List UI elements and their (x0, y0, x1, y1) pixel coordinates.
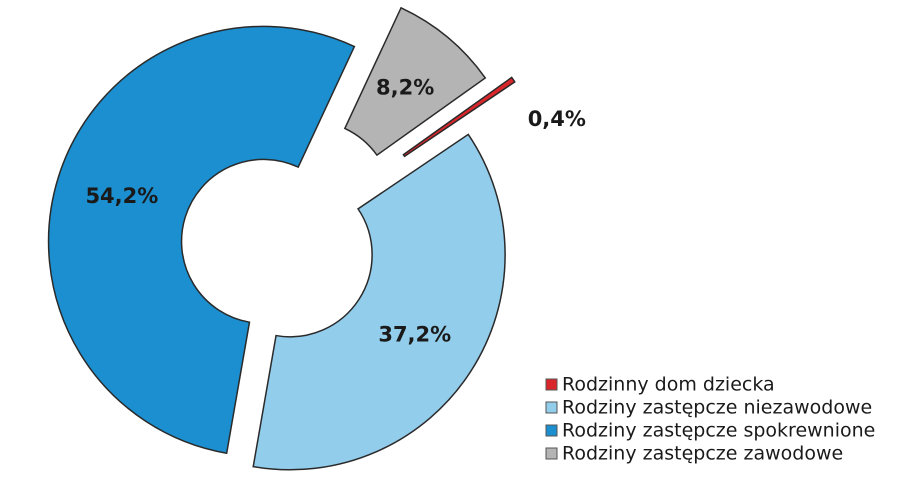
legend-swatch (545, 378, 558, 391)
donut-segment (343, 6, 487, 157)
legend-swatch (545, 424, 558, 437)
data-label: 54,2% (85, 184, 158, 208)
donut-segment (402, 76, 516, 158)
legend-label: Rodziny zastępcze zawodowe (562, 443, 843, 465)
legend-label: Rodzinny dom dziecka (562, 374, 775, 396)
data-label: 0,4% (528, 107, 586, 131)
legend-label: Rodziny zastępcze niezawodowe (562, 397, 872, 419)
donut-segment (252, 133, 506, 471)
data-label: 8,2% (376, 76, 434, 100)
legend-swatch (545, 447, 558, 460)
data-label: 37,2% (378, 322, 451, 346)
legend-swatch (545, 401, 558, 414)
donut-segment (47, 25, 356, 455)
legend-label: Rodziny zastępcze spokrewnione (562, 420, 875, 442)
